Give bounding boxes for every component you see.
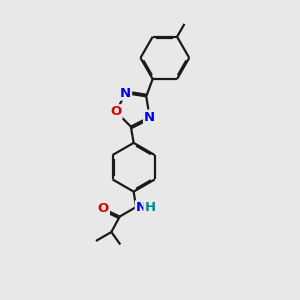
Text: O: O xyxy=(110,105,122,118)
Text: N: N xyxy=(120,87,131,100)
Text: H: H xyxy=(144,201,156,214)
Text: N: N xyxy=(136,201,147,214)
Text: N: N xyxy=(144,111,155,124)
Text: O: O xyxy=(98,202,109,215)
